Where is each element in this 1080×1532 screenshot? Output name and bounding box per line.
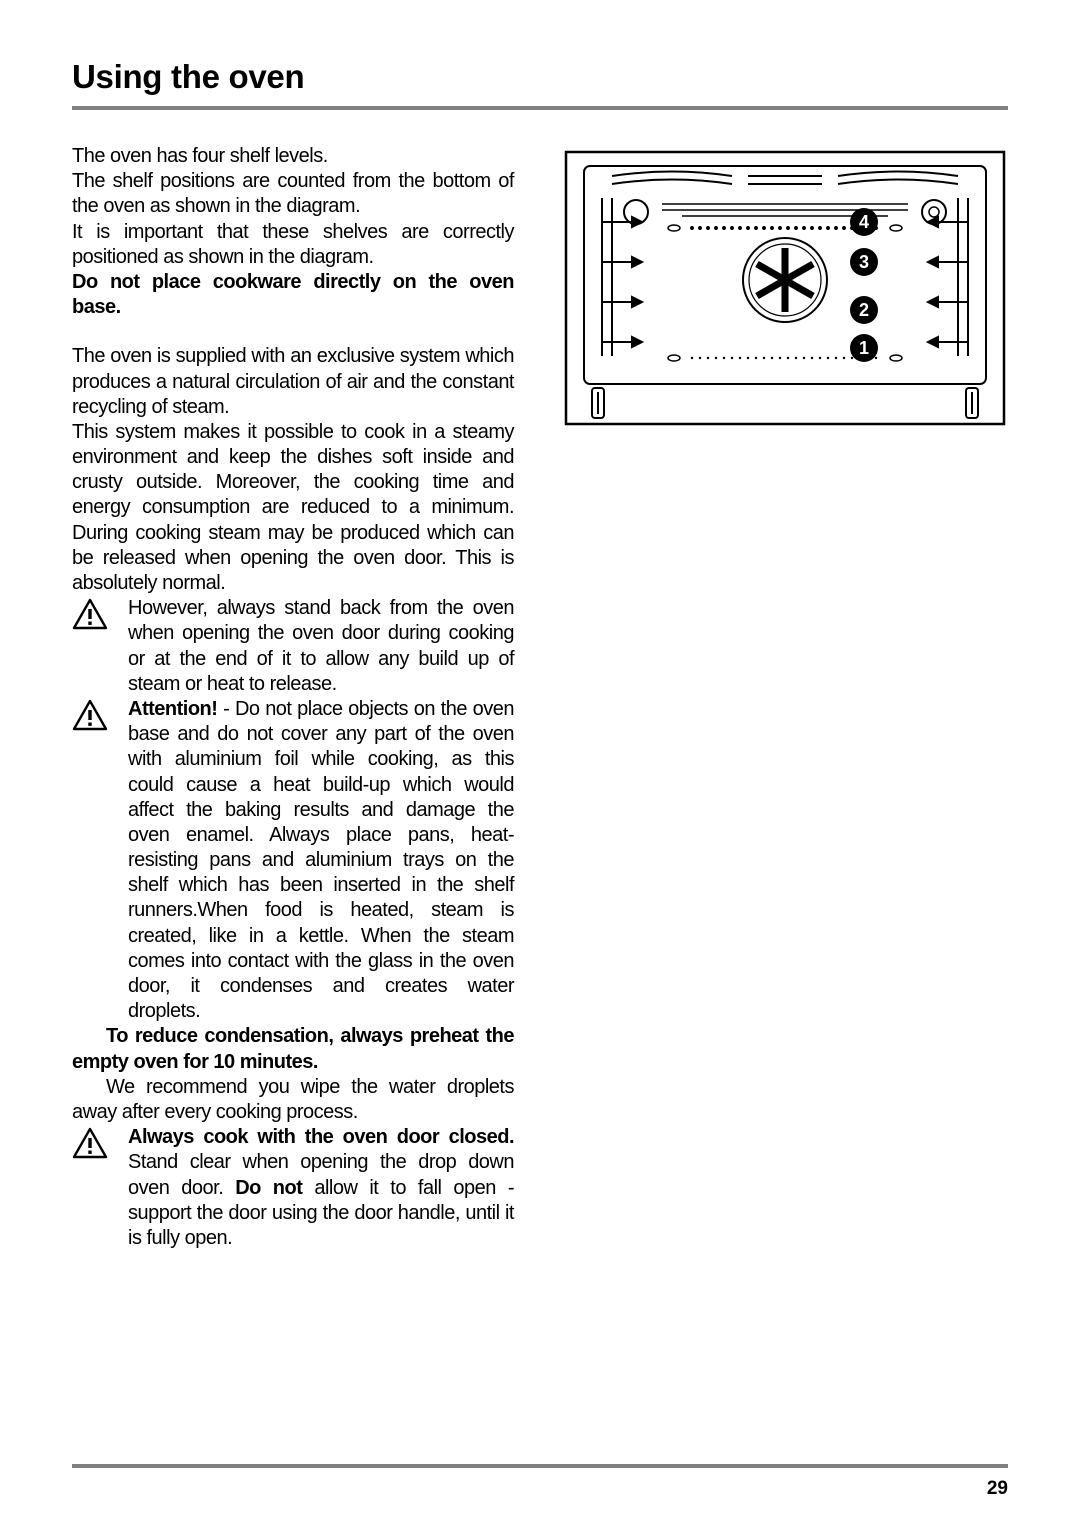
shelf-label-4: 4 xyxy=(859,212,869,232)
footer-divider xyxy=(72,1464,1008,1468)
warning-stand-back-text: However, always stand back from the oven… xyxy=(128,596,514,697)
warning-attention: Attention! - Do not place objects on the… xyxy=(72,697,514,1024)
paragraph-do-not-place-cookware: Do not place cookware directly on the ov… xyxy=(72,270,514,320)
paragraph-shelf-importance: It is important that these shelves are c… xyxy=(72,220,514,270)
oven-shelf-diagram: 4 3 2 1 xyxy=(562,148,1008,428)
content-columns: The oven has four shelf levels. The shel… xyxy=(72,144,1008,1251)
paragraph-steamy-environment: This system makes it possible to cook in… xyxy=(72,420,514,596)
warning-door-closed: Always cook with the oven door closed. S… xyxy=(72,1125,514,1251)
warning-icon xyxy=(72,699,112,731)
shelf-label-1: 1 xyxy=(859,338,869,358)
warning-icon xyxy=(72,1127,112,1159)
manual-page: Using the oven The oven has four shelf l… xyxy=(0,0,1080,1532)
warning-stand-back: However, always stand back from the oven… xyxy=(72,596,514,697)
paragraph-shelf-positions: The shelf positions are counted from the… xyxy=(72,169,514,219)
paragraph-wipe-droplets: We recommend you wipe the water droplets… xyxy=(72,1075,514,1125)
page-number: 29 xyxy=(987,1478,1008,1500)
title-divider xyxy=(72,106,1008,110)
warning-attention-text: Attention! - Do not place objects on the… xyxy=(128,697,514,1024)
attention-lead: Attention! xyxy=(128,698,217,720)
paragraph-exclusive-system: The oven is supplied with an exclusive s… xyxy=(72,344,514,420)
page-title: Using the oven xyxy=(72,58,1008,96)
paragraph-reduce-condensation: To reduce condensation, always preheat t… xyxy=(72,1024,514,1074)
warning-door-closed-text: Always cook with the oven door closed. S… xyxy=(128,1125,514,1251)
shelf-label-2: 2 xyxy=(859,300,869,320)
shelf-label-3: 3 xyxy=(859,252,869,272)
paragraph-shelf-levels: The oven has four shelf levels. xyxy=(72,144,514,169)
warning-icon xyxy=(72,598,112,630)
door-closed-do-not: Do not xyxy=(235,1177,302,1199)
door-closed-lead: Always cook with the oven door closed. xyxy=(128,1126,514,1148)
left-column: The oven has four shelf levels. The shel… xyxy=(72,144,514,1251)
attention-body: - Do not place objects on the oven base … xyxy=(128,698,514,1022)
right-column: 4 3 2 1 xyxy=(562,144,1008,1251)
